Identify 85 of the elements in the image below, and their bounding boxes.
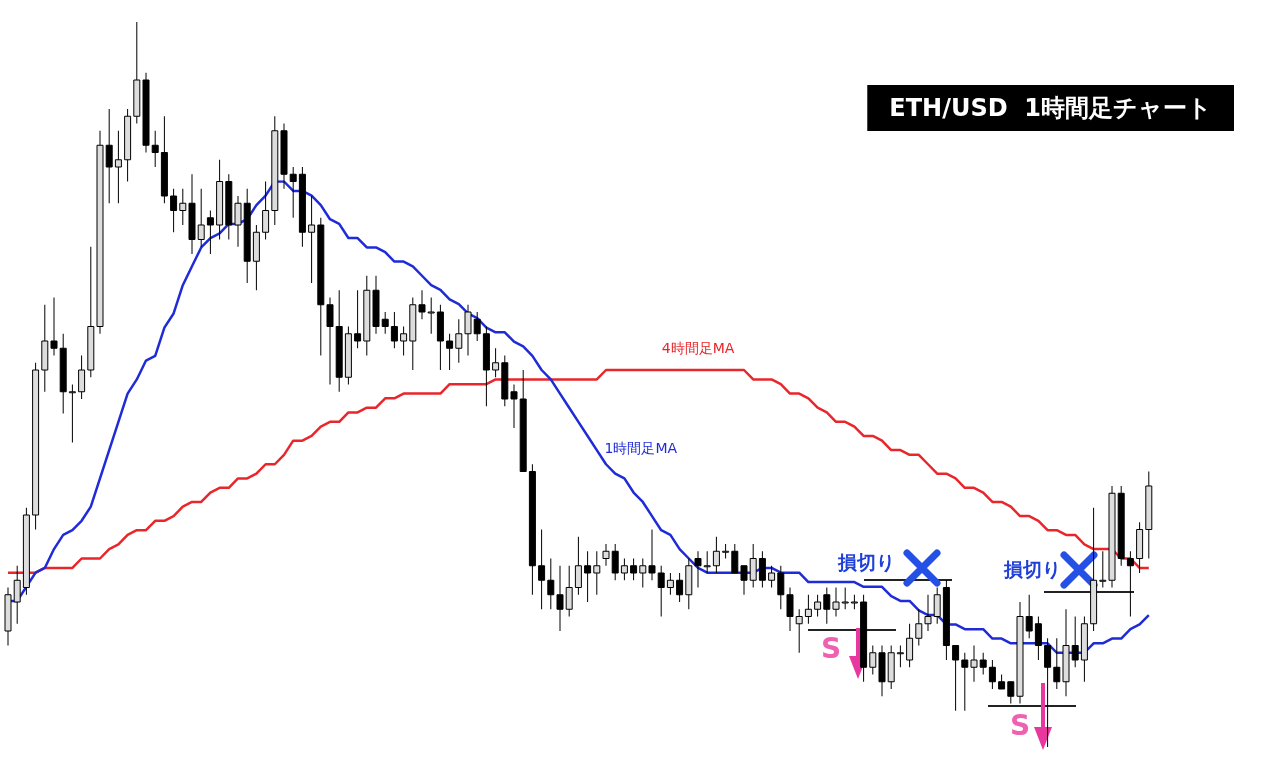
candlestick <box>262 181 270 240</box>
candlestick <box>510 384 518 429</box>
candlestick <box>906 623 914 668</box>
candlestick <box>841 587 849 610</box>
series-label: 1時間足MA <box>604 439 678 456</box>
candlestick <box>1025 594 1033 639</box>
candlestick <box>712 536 720 574</box>
candlestick <box>611 543 619 581</box>
candlestick <box>814 594 822 617</box>
candlestick <box>584 550 592 603</box>
candlestick <box>326 297 334 385</box>
candlestick <box>1071 616 1079 668</box>
candlestick <box>777 565 785 610</box>
candlestick <box>473 311 481 342</box>
candlestick <box>749 543 757 588</box>
annotation: 損切り <box>837 550 895 573</box>
annotation: 損切り <box>1003 557 1061 580</box>
candlestick <box>455 318 463 364</box>
candlestick <box>565 565 573 617</box>
candlestick <box>289 166 297 219</box>
candlestick <box>105 108 113 204</box>
series-label: 4時間足MA <box>661 340 735 356</box>
candlestick <box>952 645 960 712</box>
candlestick <box>234 195 242 248</box>
candlestick <box>574 536 582 596</box>
candlestick <box>988 659 996 690</box>
candlestick <box>464 304 472 356</box>
candlestick <box>1034 616 1042 661</box>
candlestick <box>50 297 58 356</box>
candlestick <box>758 550 766 588</box>
candlestick <box>832 587 840 617</box>
candlestick <box>1007 681 1015 704</box>
candlestick <box>381 311 389 335</box>
candlestick <box>547 558 555 610</box>
candlestick <box>804 594 812 625</box>
candlestick <box>492 347 500 378</box>
candlestick <box>418 289 426 320</box>
candlestick <box>933 587 941 625</box>
candlestick <box>1126 550 1134 617</box>
candlestick <box>400 326 408 356</box>
candlestick <box>151 130 159 168</box>
candlestick <box>768 565 776 588</box>
candlestick <box>114 130 122 204</box>
candlestick <box>961 652 969 712</box>
candlestick <box>970 645 978 683</box>
candlestick <box>786 587 794 632</box>
candlestick <box>354 289 362 349</box>
candlestick <box>731 543 739 574</box>
candlestick <box>13 565 21 625</box>
candlestick <box>657 565 665 617</box>
candlestick <box>206 210 214 255</box>
candlestick <box>593 550 601 596</box>
candlestick <box>308 195 316 284</box>
candlestick <box>427 297 435 335</box>
candlestick <box>639 558 647 588</box>
candlestick <box>620 558 628 581</box>
candlestick <box>795 608 803 654</box>
candlestick <box>556 565 564 632</box>
candlestick <box>538 529 546 610</box>
candlestick <box>1099 550 1107 588</box>
candlestick <box>979 652 987 675</box>
candlestick <box>78 355 86 400</box>
candlestick <box>703 550 711 574</box>
candlestick <box>648 529 656 581</box>
candlestick <box>694 550 702 588</box>
candlestick <box>170 188 178 233</box>
candlestick <box>869 645 877 675</box>
candlestick <box>1053 637 1061 690</box>
annotation: S <box>821 631 842 665</box>
candlestick <box>915 608 923 646</box>
annotation: S <box>1010 708 1031 742</box>
candlestick <box>179 188 187 226</box>
candlestick <box>924 594 932 632</box>
candlestick <box>896 645 904 668</box>
candlestick <box>823 587 831 625</box>
candlestick <box>446 333 454 371</box>
text: ETH/USD 1時間足チャート <box>889 94 1213 122</box>
candlestick <box>68 384 76 443</box>
candlestick <box>602 543 610 567</box>
candlestick <box>676 572 684 603</box>
candlestick <box>390 311 398 349</box>
candlestick <box>740 565 748 596</box>
candlestick <box>666 572 674 596</box>
candlestick <box>197 188 205 248</box>
candlestick <box>630 558 638 581</box>
